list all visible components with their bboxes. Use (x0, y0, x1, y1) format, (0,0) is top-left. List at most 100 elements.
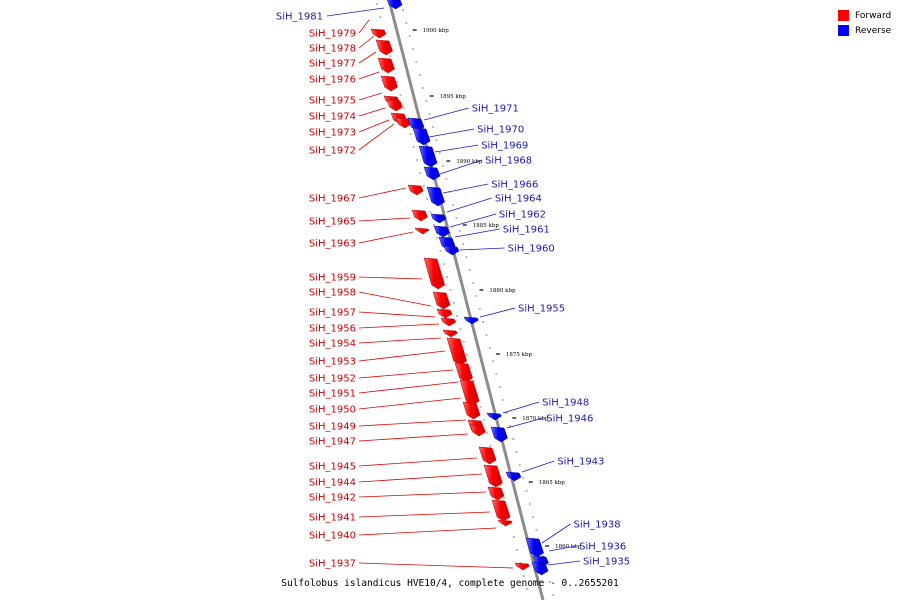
forward-gene-label[interactable]: SiH_1975 (309, 96, 356, 107)
forward-gene-feature[interactable] (440, 317, 457, 327)
reverse-gene-label[interactable]: SiH_1961 (503, 225, 550, 236)
forward-gene-label[interactable]: SiH_1974 (309, 112, 356, 123)
forward-gene-feature[interactable] (454, 362, 473, 383)
forward-gene-feature[interactable] (375, 39, 393, 56)
reverse-gene-feature[interactable] (505, 471, 522, 482)
reverse-gene-feature[interactable] (418, 145, 438, 168)
reverse-gene-feature[interactable] (443, 245, 460, 256)
reverse-gene-label[interactable]: SiH_1971 (472, 104, 519, 115)
forward-label-leader (358, 397, 462, 410)
forward-gene-label[interactable]: SiH_1954 (309, 339, 356, 350)
forward-gene-feature[interactable] (462, 401, 481, 420)
scale-tick-label: 1865 kbp (539, 480, 566, 486)
legend-forward: Forward (838, 8, 891, 23)
forward-gene-feature[interactable] (377, 57, 395, 74)
reverse-gene-label[interactable]: SiH_1962 (499, 210, 546, 221)
forward-gene-label[interactable]: SiH_1976 (309, 75, 356, 86)
forward-gene-feature[interactable] (487, 486, 505, 501)
reverse-label-leader (449, 213, 497, 228)
gene-features (370, 0, 549, 576)
forward-gene-feature[interactable] (436, 308, 453, 319)
reverse-gene-label[interactable]: SiH_1955 (518, 304, 565, 315)
forward-gene-feature[interactable] (407, 184, 424, 196)
forward-gene-label[interactable]: SiH_1953 (309, 357, 356, 368)
forward-gene-feature[interactable] (442, 329, 458, 338)
forward-gene-label[interactable]: SiH_1951 (309, 389, 356, 400)
forward-gene-label[interactable]: SiH_1937 (309, 559, 356, 570)
reverse-gene-feature[interactable] (525, 537, 544, 558)
reverse-label-leader (506, 417, 544, 429)
forward-gene-label[interactable]: SiH_1957 (309, 308, 356, 319)
reverse-gene-label[interactable]: SiH_1960 (508, 244, 555, 255)
reverse-gene-feature[interactable] (423, 166, 441, 181)
strand-legend: Forward Reverse (838, 8, 891, 38)
forward-gene-label[interactable]: SiH_1965 (309, 217, 356, 228)
reverse-gene-label[interactable]: SiH_1936 (579, 542, 626, 553)
forward-gene-label[interactable]: SiH_1963 (309, 239, 356, 250)
forward-gene-feature[interactable] (491, 499, 511, 522)
forward-gene-feature[interactable] (469, 424, 486, 437)
forward-gene-label[interactable]: SiH_1949 (309, 422, 356, 433)
reverse-gene-label[interactable]: SiH_1968 (485, 156, 532, 167)
forward-gene-feature[interactable] (395, 117, 412, 129)
reverse-gene-feature[interactable] (531, 561, 549, 576)
reverse-gene-label[interactable]: SiH_1969 (481, 141, 528, 152)
forward-gene-feature[interactable] (411, 209, 428, 222)
reverse-label-leader (479, 307, 516, 318)
reverse-gene-feature[interactable] (486, 412, 502, 421)
reverse-gene-feature[interactable] (412, 127, 431, 146)
reverse-gene-label[interactable]: SiH_1943 (557, 457, 604, 468)
forward-gene-label[interactable]: SiH_1958 (309, 288, 356, 299)
reverse-gene-label[interactable]: SiH_1948 (542, 398, 589, 409)
forward-gene-label[interactable]: SiH_1950 (309, 405, 356, 416)
forward-label-leader (358, 419, 467, 427)
forward-gene-label[interactable]: SiH_1947 (309, 437, 356, 448)
forward-gene-feature[interactable] (497, 519, 513, 527)
forward-gene-label[interactable]: SiH_1940 (309, 531, 356, 542)
forward-label-leader (358, 457, 478, 467)
forward-gene-feature[interactable] (380, 75, 398, 92)
forward-gene-label[interactable]: SiH_1944 (309, 478, 356, 489)
forward-gene-feature[interactable] (423, 257, 445, 290)
forward-gene-label[interactable]: SiH_1959 (309, 273, 356, 284)
forward-gene-feature[interactable] (483, 464, 503, 488)
reverse-gene-feature[interactable] (433, 225, 450, 238)
reverse-gene-feature[interactable] (386, 0, 403, 10)
forward-gene-feature[interactable] (459, 379, 480, 406)
forward-gene-label[interactable]: SiH_1967 (309, 194, 356, 205)
forward-gene-label[interactable]: SiH_1952 (309, 374, 356, 385)
scale-tick-label: 1875 kbp (506, 352, 533, 358)
forward-gene-label[interactable]: SiH_1941 (309, 513, 356, 524)
forward-gene-label[interactable]: SiH_1942 (309, 493, 356, 504)
forward-gene-label[interactable]: SiH_1979 (309, 29, 356, 40)
forward-gene-label[interactable]: SiH_1972 (309, 146, 356, 157)
reverse-gene-label[interactable]: SiH_1970 (477, 125, 524, 136)
reverse-gene-label[interactable]: SiH_1981 (276, 12, 323, 23)
reverse-gene-feature[interactable] (430, 213, 447, 224)
forward-gene-label[interactable]: SiH_1945 (309, 462, 356, 473)
reverse-gene-feature[interactable] (426, 186, 445, 207)
reverse-gene-feature[interactable] (463, 316, 479, 325)
reverse-label-leader (548, 545, 577, 552)
reverse-gene-label[interactable]: SiH_1964 (495, 194, 542, 205)
reverse-gene-label[interactable]: SiH_1946 (546, 414, 593, 425)
forward-gene-feature[interactable] (478, 446, 497, 465)
forward-gene-feature[interactable] (414, 227, 430, 235)
forward-gene-label[interactable]: SiH_1973 (309, 128, 356, 139)
reverse-gene-label[interactable]: SiH_1935 (583, 557, 630, 568)
reverse-label-leader (541, 523, 571, 544)
forward-gene-feature[interactable] (432, 291, 451, 310)
reverse-gene-label[interactable]: SiH_1938 (573, 520, 620, 531)
forward-gene-feature[interactable] (386, 99, 403, 112)
forward-gene-feature[interactable] (446, 337, 467, 366)
reverse-gene-label[interactable]: SiH_1966 (491, 180, 538, 191)
forward-gene-label[interactable]: SiH_1977 (309, 59, 356, 70)
reverse-gene-feature[interactable] (490, 426, 508, 443)
forward-gene-feature[interactable] (370, 28, 387, 39)
forward-gene-feature[interactable] (514, 562, 530, 571)
forward-label-leader (358, 119, 390, 133)
legend-forward-label: Forward (855, 10, 892, 21)
forward-gene-label[interactable]: SiH_1956 (309, 324, 356, 335)
forward-gene-label[interactable]: SiH_1978 (309, 44, 356, 55)
forward-label-leader (358, 231, 414, 244)
